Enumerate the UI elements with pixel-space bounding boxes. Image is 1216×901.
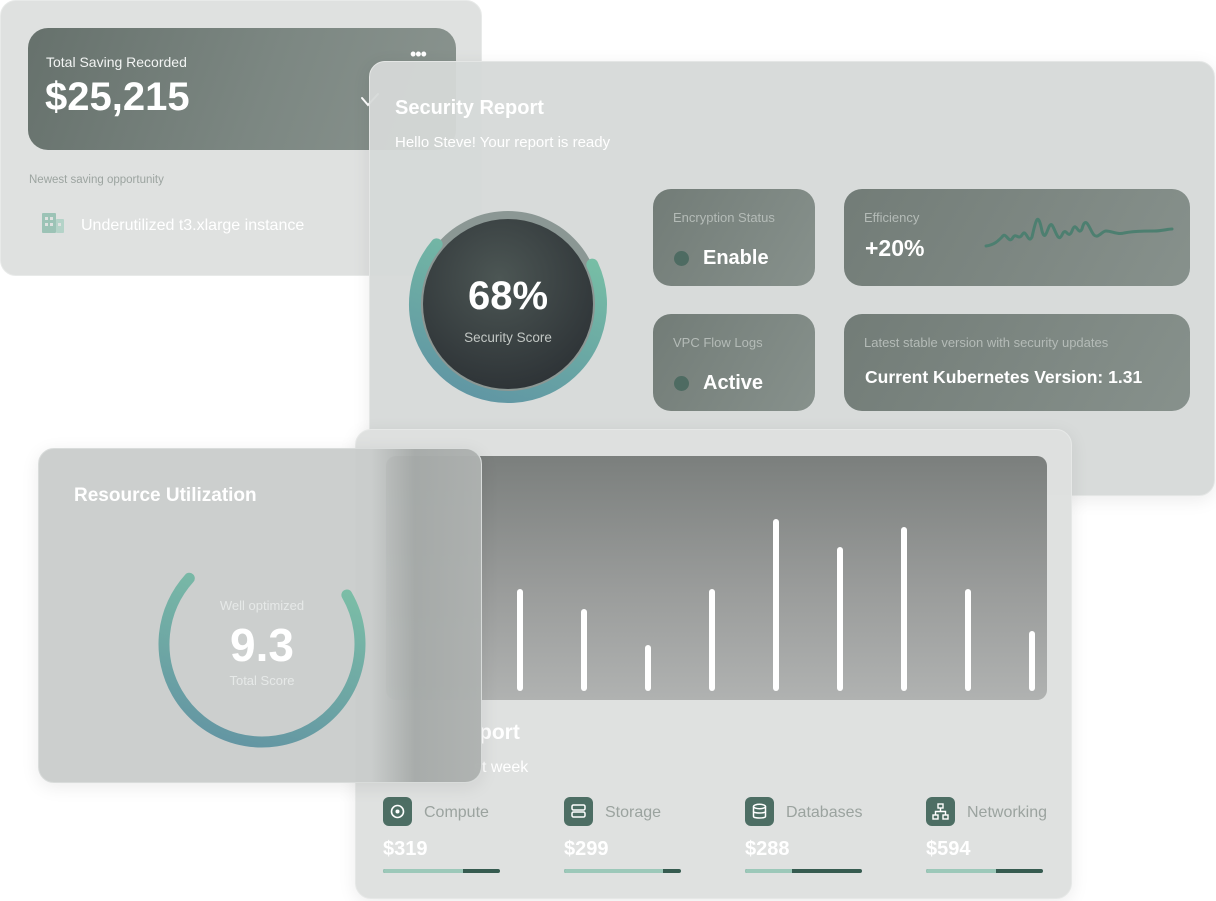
- category-progress-fill: [745, 869, 792, 873]
- efficiency-value: +20%: [865, 235, 925, 261]
- category-progress-fill: [383, 869, 463, 873]
- category-progress-fill: [564, 869, 664, 873]
- cost-report-subtitle: st week: [474, 759, 529, 776]
- resource-score-arc: [158, 540, 366, 748]
- category-value: $594: [926, 838, 971, 860]
- efficiency-sparkline: [984, 217, 1174, 248]
- resource-status: Well optimized: [219, 598, 305, 613]
- kubernetes-version-value: Current Kubernetes Version: 1.31: [865, 367, 1143, 387]
- more-options-icon[interactable]: •••: [410, 44, 427, 64]
- efficiency-label: Efficiency: [864, 210, 920, 225]
- security-score-arc: [409, 205, 607, 403]
- saving-opportunity-link[interactable]: Underutilized t3.xlarge instance: [81, 217, 305, 234]
- resource-score-value: 9.3: [230, 619, 294, 671]
- category-progress: [564, 869, 681, 873]
- encryption-status-tile[interactable]: Encryption Status Enable: [653, 189, 815, 286]
- total-saving-label: Total Saving Recorded: [46, 54, 187, 70]
- cost-report-title: port: [479, 721, 520, 744]
- security-greeting: Hello Steve! Your report is ready: [395, 134, 611, 151]
- resource-utilization-title: Resource Utilization: [74, 485, 257, 506]
- bar-chart-svg: [517, 519, 1035, 691]
- encryption-status-value: Enable: [703, 247, 769, 269]
- category-progress: [745, 869, 862, 873]
- category-value: $319: [383, 838, 428, 860]
- category-value: $299: [564, 838, 609, 860]
- category-name: Networking: [967, 804, 1048, 821]
- security-report-title: Security Report: [395, 97, 544, 119]
- security-score-label: Security Score: [464, 330, 552, 345]
- category-value: $288: [745, 838, 790, 860]
- network-icon: [926, 797, 955, 826]
- security-score-gauge: [409, 205, 607, 403]
- status-dot-icon: [674, 251, 689, 266]
- category-name: Storage: [605, 804, 662, 821]
- total-saving-amount: $25,215: [45, 75, 190, 119]
- category-compute[interactable]: Compute $319: [356, 795, 516, 885]
- total-saving-panel: Total Saving Recorded $25,215 •••: [28, 28, 456, 150]
- category-progress-fill: [926, 869, 997, 873]
- efficiency-tile[interactable]: Efficiency +20%: [844, 189, 1190, 286]
- category-networking[interactable]: Networking $594: [899, 795, 1059, 885]
- newest-opportunity-label: Newest saving opportunity: [29, 174, 164, 186]
- security-score-value: 68%: [467, 274, 549, 318]
- status-dot-icon: [674, 376, 689, 391]
- category-storage[interactable]: Storage $299: [537, 795, 697, 885]
- kubernetes-version-tile[interactable]: Latest stable version with security upda…: [844, 314, 1190, 411]
- database-icon: [745, 797, 774, 826]
- resource-score-gauge: [158, 540, 366, 748]
- vpc-flow-logs-label: VPC Flow Logs: [673, 335, 763, 350]
- building-icon: [42, 213, 64, 233]
- security-report-card: Security Report Hello Steve! Your report…: [369, 61, 1215, 496]
- category-name: Compute: [424, 804, 489, 821]
- resource-utilization-card: Resource Utilization Well optimized 9.3 …: [38, 448, 482, 783]
- vpc-flow-logs-value: Active: [703, 372, 764, 394]
- category-name: Databases: [786, 804, 863, 821]
- weekly-cost-bar-chart: [386, 456, 1047, 700]
- category-progress: [383, 869, 500, 873]
- glass-edge: [371, 449, 481, 782]
- storage-icon: [564, 797, 593, 826]
- category-progress: [926, 869, 1043, 873]
- category-databases[interactable]: Databases $288: [718, 795, 878, 885]
- kubernetes-version-label: Latest stable version with security upda…: [864, 335, 1109, 350]
- vpc-flow-logs-tile[interactable]: VPC Flow Logs Active: [653, 314, 815, 411]
- encryption-status-label: Encryption Status: [673, 210, 775, 225]
- resource-score-label: Total Score: [229, 673, 295, 688]
- compute-icon: [383, 797, 412, 826]
